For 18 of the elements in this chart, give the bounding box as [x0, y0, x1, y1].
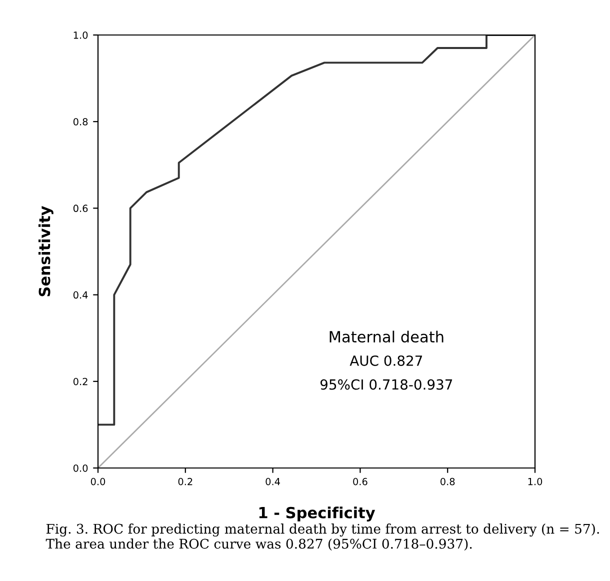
y-tick-label: 0.6: [73, 204, 88, 212]
y-tick-label: 0.2: [73, 378, 88, 386]
caption: Fig. 3. ROC for predicting maternal death by time from arrest to delivery (n = 57). The area under the ROC curve was 0.827 (95%CI 0.718–0.937).: [46, 524, 599, 551]
y-tick-label: 0.8: [73, 118, 88, 126]
x-tick-label: 0.2: [178, 478, 192, 486]
y-tick-label: 1.0: [74, 31, 88, 39]
x-tick-label: 0.6: [353, 478, 368, 486]
annotation: Maternal death: [330, 330, 444, 343]
x-axis-title: 1 - Specificity: [259, 506, 376, 522]
annotation: 95%CI 0.718-0.937: [320, 379, 452, 390]
x-tick-label: 0.4: [266, 478, 280, 486]
y-tick-label: 0.0: [73, 464, 88, 472]
x-tick-label: 0.8: [440, 478, 455, 486]
annotation: AUC 0.827: [350, 355, 422, 366]
x-tick-label: 0.0: [90, 478, 106, 486]
x-tick-label: 1.0: [528, 478, 542, 486]
y-tick-label: 0.4: [73, 291, 88, 299]
y-axis-title: Sensitivity: [38, 206, 54, 296]
